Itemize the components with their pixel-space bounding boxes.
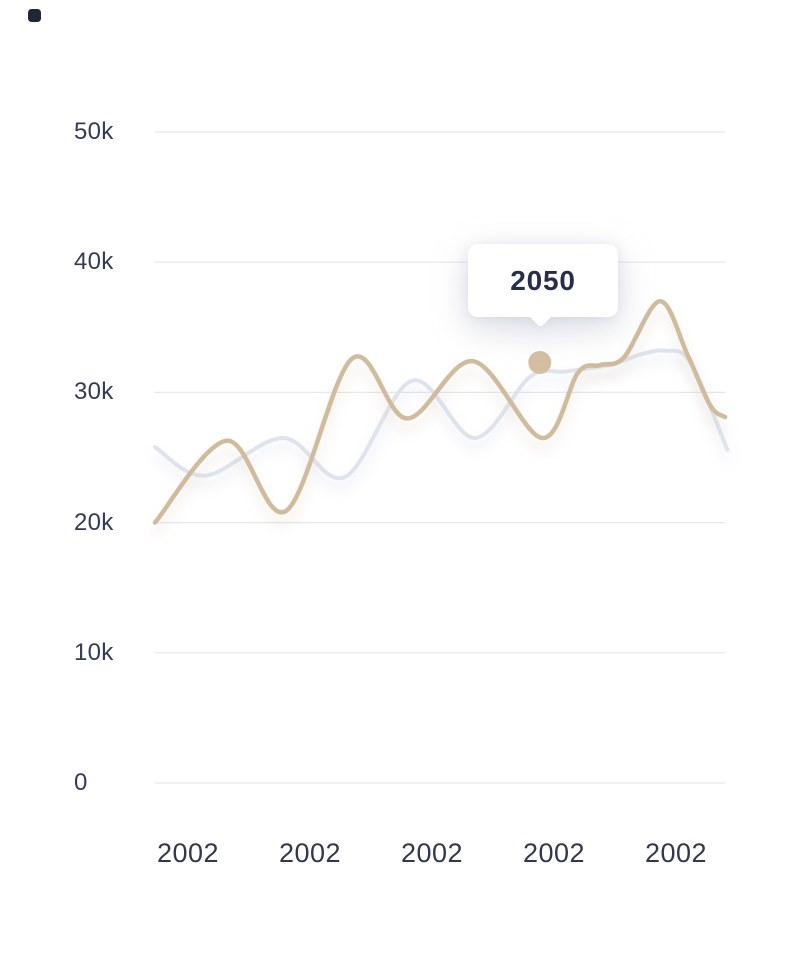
y-axis-tick: 20k xyxy=(74,508,114,536)
x-axis-tick: 2002 xyxy=(522,838,586,868)
cursor-indicator xyxy=(28,9,41,22)
tooltip-label: 2050 xyxy=(510,264,576,296)
tooltip: 2050 xyxy=(468,244,618,317)
y-axis-tick: 30k xyxy=(74,378,114,406)
x-axis-tick: 2002 xyxy=(156,838,220,868)
y-axis-tick: 0 xyxy=(74,769,88,796)
series-secondary-line[interactable] xyxy=(153,348,730,481)
x-axis-tick: 2002 xyxy=(644,838,708,868)
x-axis-tick: 2002 xyxy=(400,838,464,868)
x-axis-tick: 2002 xyxy=(278,838,342,868)
y-axis-tick: 10k xyxy=(74,638,114,666)
series-primary-line[interactable] xyxy=(152,299,728,525)
highlight-marker[interactable] xyxy=(528,350,552,374)
y-axis-tick: 40k xyxy=(74,248,114,276)
y-axis-tick: 50k xyxy=(74,118,114,145)
